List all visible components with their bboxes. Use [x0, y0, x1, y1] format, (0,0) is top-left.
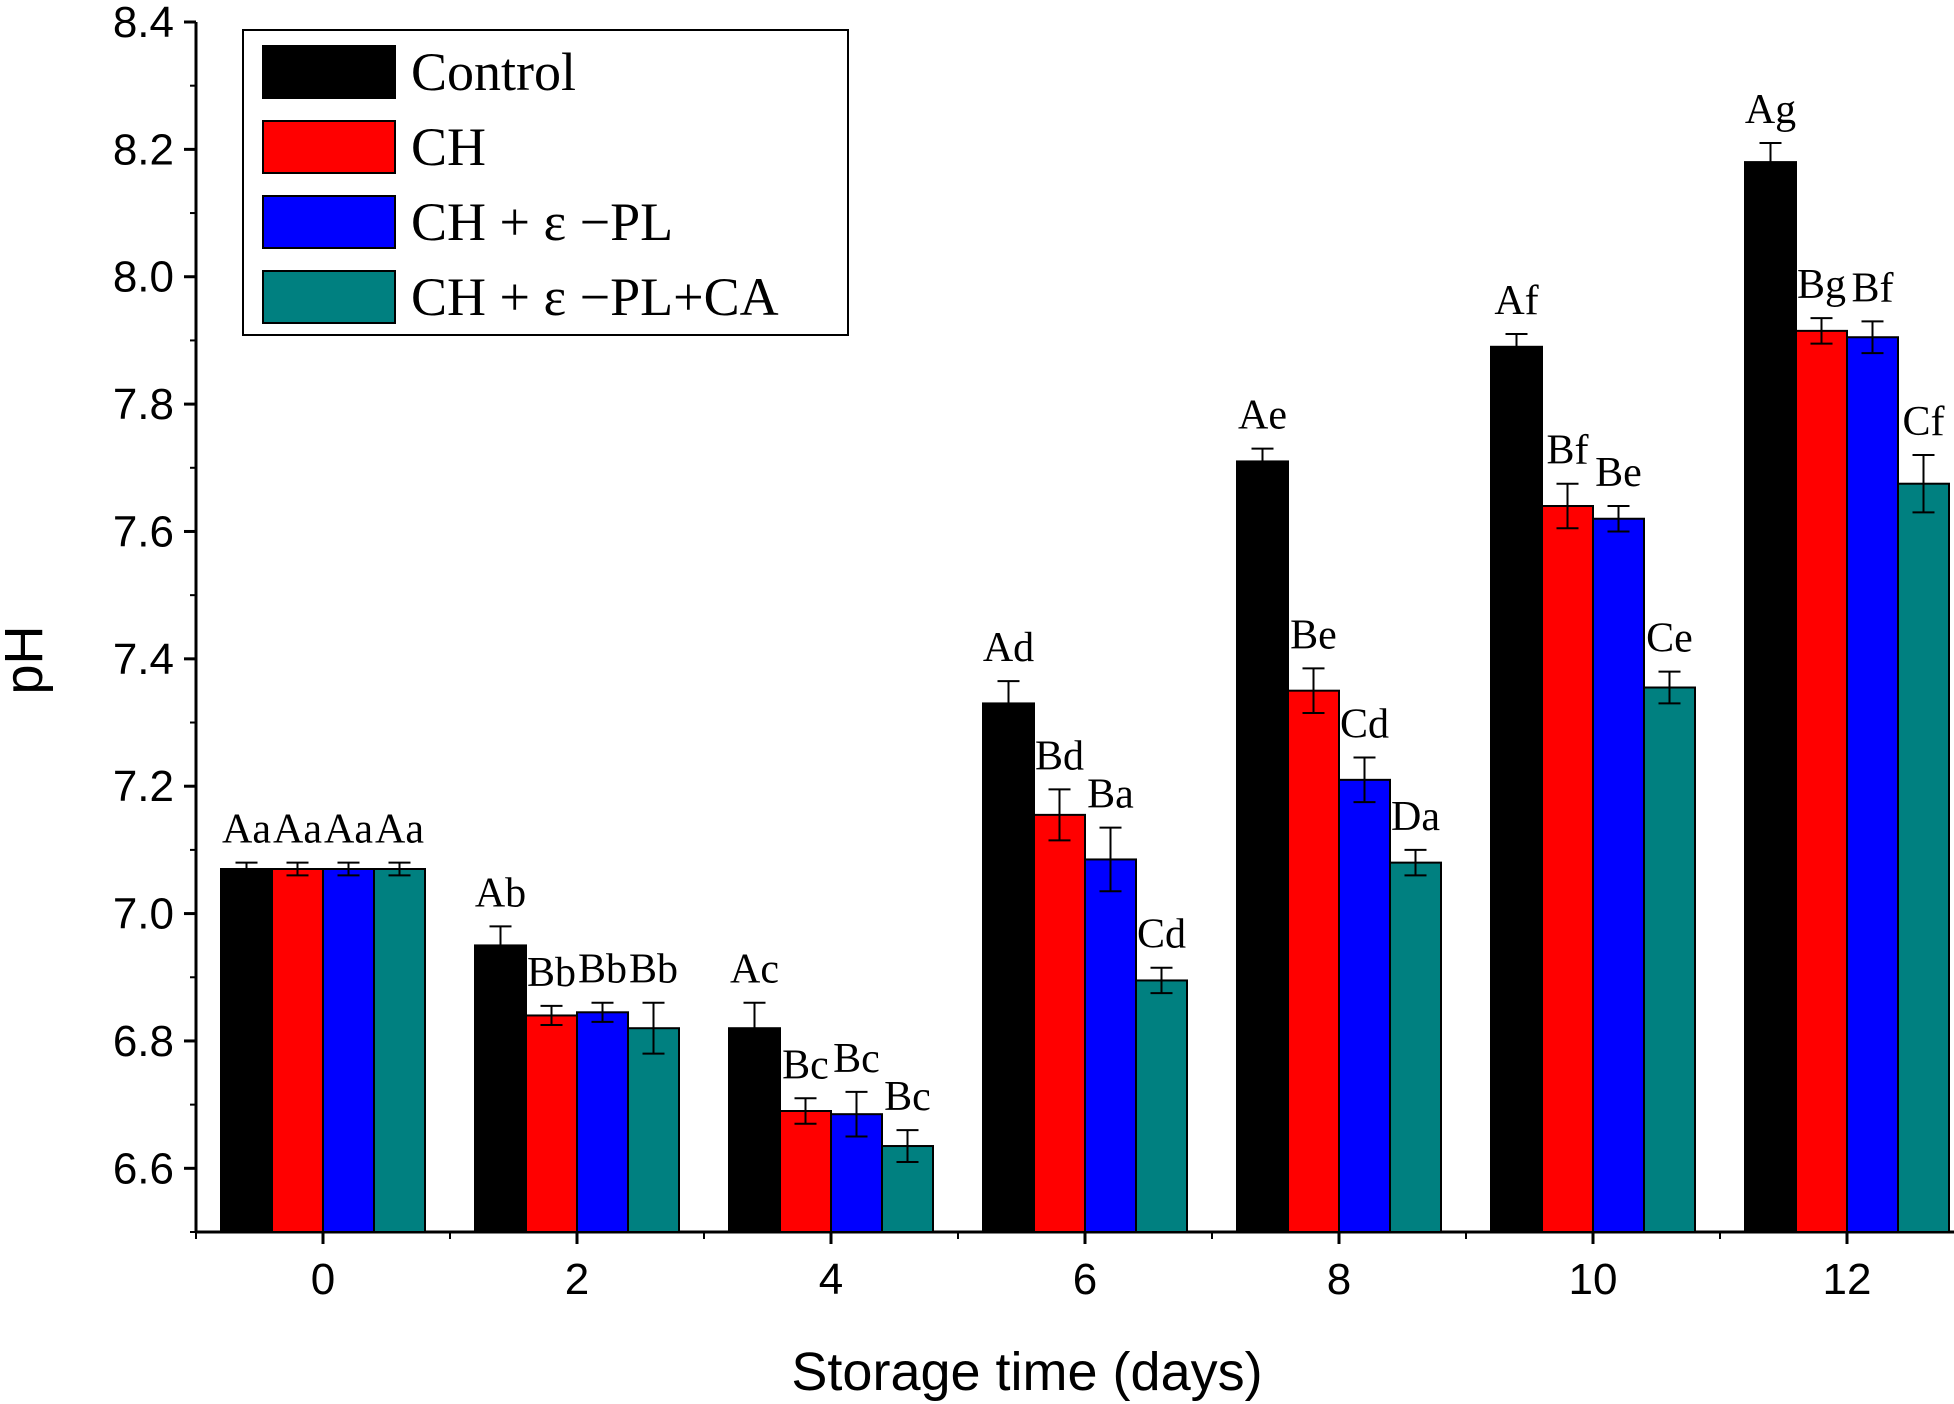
legend-label: CH	[411, 117, 486, 177]
y-tick-label: 7.8	[113, 380, 174, 429]
bar	[220, 868, 273, 1233]
significance-label: Ab	[475, 870, 526, 916]
bar-labels-layer: AaAbAcAdAeAfAgAaBbBcBdBeBfBgAaBbBcBaCdBe…	[222, 87, 1945, 1120]
bar	[576, 1011, 629, 1234]
significance-label: Aa	[273, 807, 322, 853]
significance-label: Ba	[1087, 772, 1134, 818]
significance-label: Bc	[782, 1042, 829, 1088]
significance-label: Bc	[833, 1036, 880, 1082]
significance-label: Be	[1290, 612, 1337, 658]
bar	[627, 1027, 680, 1234]
legend-swatch	[262, 270, 396, 324]
legend: Control CH CH + ε −PL CH + ε −PL+CA	[242, 29, 849, 336]
bar	[322, 868, 375, 1233]
bar	[474, 944, 527, 1234]
y-tick-label: 6.8	[113, 1017, 174, 1066]
x-tick-label: 2	[565, 1255, 589, 1304]
x-tick-label: 12	[1823, 1255, 1872, 1304]
bar	[1541, 505, 1594, 1233]
bar	[1033, 813, 1086, 1233]
significance-label: Bd	[1035, 733, 1084, 779]
bar	[982, 702, 1035, 1233]
bar	[373, 868, 426, 1233]
significance-label: Af	[1494, 278, 1538, 324]
y-tick-label: 8.2	[113, 125, 174, 174]
y-tick-label: 7.6	[113, 507, 174, 556]
x-tick-label: 0	[311, 1255, 335, 1304]
significance-label: Bg	[1797, 262, 1846, 308]
legend-label: CH + ε −PL+CA	[411, 267, 779, 327]
y-tick-label: 7.2	[113, 762, 174, 811]
y-axis-title: pH	[0, 625, 54, 694]
bar	[1490, 345, 1543, 1233]
y-tick-label: 8.4	[113, 0, 174, 47]
significance-label: Ce	[1646, 616, 1693, 662]
significance-label: Da	[1391, 794, 1440, 840]
significance-label: Ag	[1745, 87, 1796, 133]
legend-swatch	[262, 120, 396, 174]
y-tick-label: 7.0	[113, 890, 174, 939]
significance-label: Cd	[1340, 702, 1389, 748]
significance-label: Ae	[1238, 393, 1287, 439]
bar	[1744, 161, 1797, 1234]
bar	[1592, 517, 1645, 1233]
significance-label: Ad	[983, 625, 1034, 671]
x-tick-label: 6	[1073, 1255, 1097, 1304]
x-axis-title: Storage time (days)	[791, 1342, 1262, 1402]
bar	[779, 1110, 832, 1233]
significance-label: Aa	[222, 807, 271, 853]
legend-swatch	[262, 45, 396, 99]
bar	[1897, 482, 1950, 1234]
legend-swatch	[262, 195, 396, 249]
bar	[1135, 979, 1188, 1234]
bar	[1795, 329, 1848, 1233]
significance-label: Bb	[629, 947, 678, 993]
significance-label: Cf	[1903, 399, 1945, 445]
legend-label: CH + ε −PL	[411, 192, 673, 252]
significance-label: Be	[1595, 450, 1642, 496]
x-tick-label: 10	[1569, 1255, 1618, 1304]
y-tick-label: 8.0	[113, 253, 174, 302]
significance-label: Ac	[730, 947, 779, 993]
significance-label: Bf	[1547, 428, 1589, 474]
significance-label: Aa	[324, 807, 373, 853]
significance-label: Bb	[578, 947, 627, 993]
significance-label: Bb	[527, 950, 576, 996]
legend-label: Control	[411, 42, 576, 102]
x-tick-label: 8	[1327, 1255, 1351, 1304]
y-tick-label: 7.4	[113, 635, 174, 684]
significance-label: Cd	[1137, 912, 1186, 958]
bar	[1084, 858, 1137, 1234]
bar	[1643, 686, 1696, 1233]
bar	[525, 1014, 578, 1234]
x-tick-label: 4	[819, 1255, 843, 1304]
bar	[1846, 336, 1899, 1234]
bar	[1389, 861, 1442, 1233]
bar	[1338, 778, 1391, 1233]
significance-label: Bc	[884, 1074, 931, 1120]
bar	[271, 868, 324, 1233]
significance-label: Aa	[375, 807, 424, 853]
bar	[1236, 460, 1289, 1233]
bar	[728, 1027, 781, 1234]
axes-layer: 6.6 6.8 7.0 7.2 7.4 7.6 7.8 8.0 8.2 8.4 0 2 4 6 8 10 12	[113, 0, 1954, 1304]
significance-label: Bf	[1852, 265, 1894, 311]
y-tick-label: 6.6	[113, 1144, 174, 1193]
bars-layer	[220, 142, 1950, 1234]
bar	[1287, 689, 1340, 1233]
